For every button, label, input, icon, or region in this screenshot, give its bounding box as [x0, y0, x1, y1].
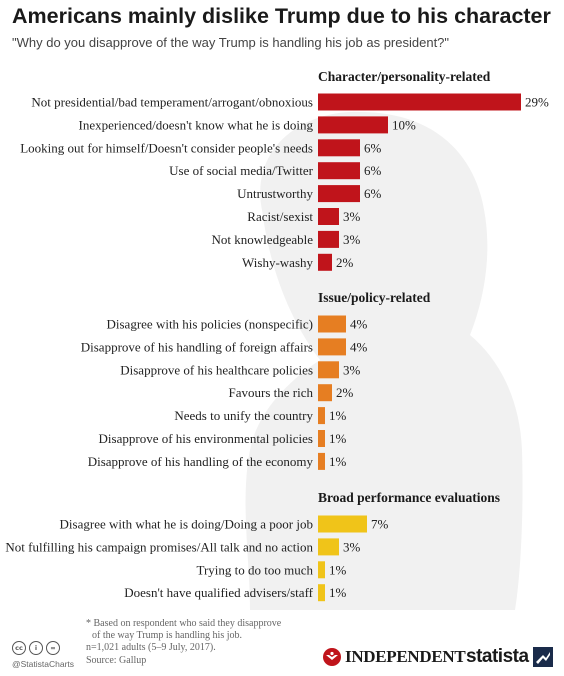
- category-label: Wishy-washy: [242, 255, 313, 270]
- bar-issue-policy-related: [318, 430, 325, 447]
- creative-commons-icon: cc: [12, 641, 26, 655]
- category-label: Not knowledgeable: [212, 232, 314, 247]
- bar-character-personality-related: [318, 253, 332, 271]
- category-label: Disagree with his policies (nonspecific): [107, 317, 314, 332]
- category-label: Favours the rich: [229, 385, 314, 400]
- value-label: 1%: [329, 408, 347, 423]
- chart-title: Americans mainly dislike Trump due to hi…: [12, 4, 551, 28]
- value-label: 29%: [525, 95, 549, 110]
- category-label: Not presidential/bad temperament/arrogan…: [31, 95, 313, 110]
- category-label: Use of social media/Twitter: [169, 163, 314, 178]
- value-label: 3%: [343, 539, 361, 554]
- statista-wordmark: statista: [466, 646, 529, 667]
- statista-logo[interactable]: statista: [466, 646, 553, 668]
- source-text: Source: Gallup: [86, 655, 147, 666]
- section-title-character-personality-related: Character/personality-related: [318, 69, 491, 84]
- bar-character-personality-related: [318, 93, 521, 111]
- bar-issue-policy-related: [318, 407, 325, 425]
- bar-broad-performance-evaluations: [318, 538, 339, 556]
- section-title-broad-performance-evaluations: Broad performance evaluations: [318, 490, 500, 505]
- value-label: 2%: [336, 255, 354, 270]
- bar-issue-policy-related: [318, 384, 332, 402]
- category-label: Needs to unify the country: [174, 408, 313, 423]
- value-label: 1%: [329, 585, 347, 600]
- bar-broad-performance-evaluations: [318, 584, 325, 602]
- chart-subtitle: "Why do you disapprove of the way Trump …: [12, 35, 450, 50]
- category-label: Not fulfilling his campaign promises/All…: [5, 539, 313, 554]
- value-label: 10%: [392, 117, 416, 132]
- value-label: 6%: [364, 140, 382, 155]
- value-label: 3%: [343, 362, 361, 377]
- category-label: Inexperienced/doesn't know what he is do…: [79, 117, 314, 132]
- value-label: 3%: [343, 232, 361, 247]
- value-label: 4%: [350, 317, 368, 332]
- value-label: 4%: [350, 339, 368, 354]
- bar-character-personality-related: [318, 230, 339, 248]
- footnote: * Based on respondent who said they disa…: [86, 618, 346, 654]
- footnote-line-2: of the way Trump is handling his job.: [92, 630, 243, 641]
- bar-broad-performance-evaluations: [318, 561, 325, 579]
- bar-character-personality-related: [318, 185, 360, 203]
- attribution-icon: i: [29, 641, 43, 655]
- category-label: Trying to do too much: [196, 562, 313, 577]
- bar-issue-policy-related: [318, 338, 346, 356]
- bar-character-personality-related: [318, 116, 388, 134]
- statista-handle: @StatistaCharts: [12, 659, 75, 669]
- bar-character-personality-related: [318, 162, 360, 180]
- value-label: 1%: [329, 431, 347, 446]
- bar-issue-policy-related: [318, 315, 346, 333]
- statista-mark-icon: [532, 647, 553, 667]
- no-derivatives-icon: =: [46, 641, 60, 655]
- category-label: Looking out for himself/Doesn't consider…: [20, 140, 313, 155]
- value-label: 1%: [329, 454, 347, 469]
- independent-wordmark: INDEPENDENT: [345, 647, 466, 666]
- footnote-line-1: * Based on respondent who said they disa…: [86, 618, 282, 629]
- category-label: Disapprove of his handling of the econom…: [88, 454, 314, 469]
- value-label: 6%: [364, 163, 382, 178]
- value-label: 6%: [364, 186, 382, 201]
- category-label: Doesn't have qualified advisers/staff: [124, 585, 313, 600]
- bar-issue-policy-related: [318, 361, 339, 379]
- category-label: Untrustworthy: [237, 186, 313, 201]
- category-label: Racist/sexist: [247, 209, 313, 224]
- section-title-issue-policy-related: Issue/policy-related: [318, 290, 431, 305]
- value-label: 2%: [336, 385, 354, 400]
- sample-size: n=1,021 adults (5–9 July, 2017).: [86, 642, 216, 653]
- category-label: Disapprove of his handling of foreign af…: [81, 339, 313, 354]
- eagle-icon: [323, 648, 341, 666]
- license-icons: cc i =: [12, 641, 60, 655]
- category-label: Disapprove of his healthcare policies: [120, 362, 313, 377]
- independent-logo[interactable]: INDEPENDENT: [322, 647, 466, 667]
- value-label: 3%: [343, 209, 361, 224]
- value-label: 7%: [371, 517, 389, 532]
- bar-character-personality-related: [318, 208, 339, 225]
- value-label: 1%: [329, 562, 347, 577]
- bar-issue-policy-related: [318, 452, 325, 470]
- category-label: Disapprove of his environmental policies: [99, 431, 313, 446]
- bar-character-personality-related: [318, 139, 360, 157]
- category-label: Disagree with what he is doing/Doing a p…: [60, 517, 313, 532]
- bar-broad-performance-evaluations: [318, 515, 367, 533]
